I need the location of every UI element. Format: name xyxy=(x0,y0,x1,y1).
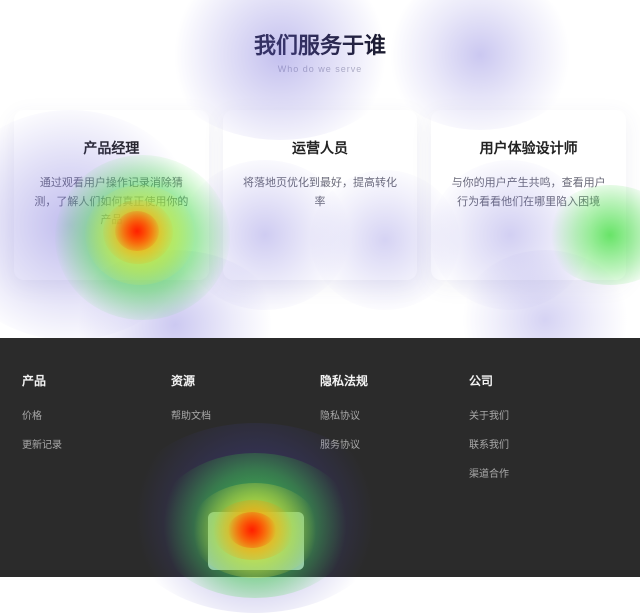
card-operations[interactable]: 运营人员 将落地页优化到最好，提高转化率 xyxy=(223,110,418,280)
footer-head: 资源 xyxy=(171,372,320,389)
card-desc: 将落地页优化到最好，提高转化率 xyxy=(241,174,400,211)
footer-link-partners[interactable]: 渠道合作 xyxy=(469,465,618,480)
footer-link-changelog[interactable]: 更新记录 xyxy=(22,436,171,451)
subscribe-box[interactable] xyxy=(208,512,304,570)
footer-link-contact[interactable]: 联系我们 xyxy=(469,436,618,451)
footer-col-privacy: 隐私法规 隐私协议 服务协议 xyxy=(320,372,469,577)
card-title: 运营人员 xyxy=(241,138,400,158)
footer-head: 产品 xyxy=(22,372,171,389)
footer-link-about[interactable]: 关于我们 xyxy=(469,407,618,422)
card-ux-designer[interactable]: 用户体验设计师 与你的用户产生共鸣，查看用户行为看看他们在哪里陷入困境 xyxy=(431,110,626,280)
footer-link-docs[interactable]: 帮助文档 xyxy=(171,407,320,422)
card-desc: 通过观看用户操作记录消除猜测，了解人们如何真正使用你的产品 xyxy=(32,174,191,230)
card-title: 产品经理 xyxy=(32,138,191,158)
page-title: 我们服务于谁 xyxy=(0,28,640,60)
footer-col-product: 产品 价格 更新记录 xyxy=(22,372,171,577)
cards-row: 产品经理 通过观看用户操作记录消除猜测，了解人们如何真正使用你的产品 运营人员 … xyxy=(0,110,640,280)
heading-wrap: 我们服务于谁 Who do we serve xyxy=(0,0,640,74)
footer: 产品 价格 更新记录 资源 帮助文档 隐私法规 隐私协议 服务协议 公司 关于我… xyxy=(0,338,640,577)
card-title: 用户体验设计师 xyxy=(449,138,608,158)
card-desc: 与你的用户产生共鸣，查看用户行为看看他们在哪里陷入困境 xyxy=(449,174,608,211)
card-product-manager[interactable]: 产品经理 通过观看用户操作记录消除猜测，了解人们如何真正使用你的产品 xyxy=(14,110,209,280)
footer-link-pricing[interactable]: 价格 xyxy=(22,407,171,422)
hero-section: 我们服务于谁 Who do we serve 产品经理 通过观看用户操作记录消除… xyxy=(0,0,640,338)
footer-head: 公司 xyxy=(469,372,618,389)
footer-link-privacy-policy[interactable]: 隐私协议 xyxy=(320,407,469,422)
footer-link-tos[interactable]: 服务协议 xyxy=(320,436,469,451)
footer-col-company: 公司 关于我们 联系我们 渠道合作 xyxy=(469,372,618,577)
page-subtitle: Who do we serve xyxy=(0,64,640,74)
footer-head: 隐私法规 xyxy=(320,372,469,389)
